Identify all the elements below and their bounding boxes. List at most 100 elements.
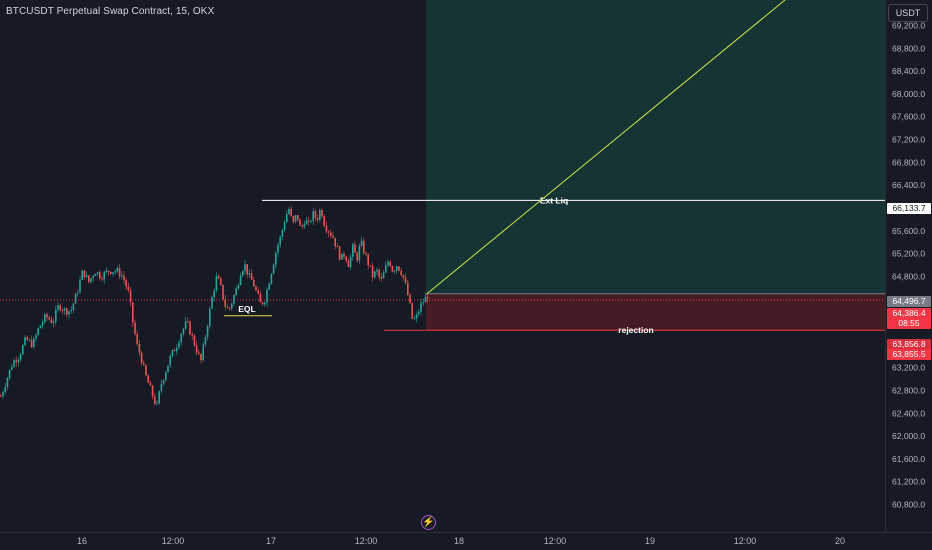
candle-body <box>268 283 270 290</box>
candle-body <box>255 286 257 291</box>
candle-body <box>70 309 72 312</box>
candle-body <box>187 321 189 323</box>
candle-body <box>178 342 180 348</box>
candle-body <box>222 284 224 300</box>
candle-body <box>22 345 24 355</box>
candle-body <box>220 278 222 285</box>
candle-body <box>83 270 86 278</box>
candle-body <box>143 363 145 366</box>
candle-body <box>2 391 4 397</box>
candle-body <box>409 294 411 303</box>
candle-body <box>116 268 119 272</box>
candle-body <box>321 210 323 217</box>
candle-body <box>354 244 356 253</box>
candle-body <box>189 321 191 335</box>
candle-body <box>286 213 288 223</box>
candle-body <box>13 360 15 367</box>
candle-body <box>198 352 200 354</box>
candle-body <box>398 266 400 271</box>
candle-body <box>308 220 310 222</box>
candle-body <box>248 273 251 275</box>
price-axis-label: 62,400.0 <box>892 408 925 418</box>
candle-body <box>41 322 44 326</box>
candle-body <box>11 366 13 370</box>
candle-body <box>325 225 328 232</box>
candle-body <box>184 321 187 329</box>
candle-body <box>118 268 121 277</box>
stop-price-tag-2: 63,855.5 <box>887 349 931 360</box>
candle-body <box>8 369 11 379</box>
candle-body <box>367 254 369 266</box>
chart-title: BTCUSDT Perpetual Swap Contract, 15, OKX <box>6 6 215 17</box>
candle-body <box>57 305 59 310</box>
candle-body <box>358 246 361 261</box>
candle-body <box>112 272 114 275</box>
candle-body <box>15 360 17 363</box>
candle-body <box>228 307 231 309</box>
candle-body <box>244 264 246 272</box>
candle-body <box>140 352 143 364</box>
price-axis-label: 68,000.0 <box>892 89 925 99</box>
candle-body <box>418 311 420 315</box>
candle-body <box>92 275 94 279</box>
candle-body <box>275 252 277 265</box>
candle-body <box>90 278 92 283</box>
candle-body <box>253 279 255 287</box>
time-axis-label: 17 <box>266 536 276 546</box>
candle-body <box>242 271 244 276</box>
candle-body <box>72 303 75 310</box>
candle-body <box>259 293 262 303</box>
candle-body <box>400 270 402 276</box>
eql-label: EQL <box>238 304 255 314</box>
candle-body <box>127 286 130 291</box>
candle-body <box>380 277 383 279</box>
candle-body <box>376 269 378 272</box>
candle-body <box>165 372 167 381</box>
currency-selector[interactable]: USDT <box>888 4 928 22</box>
candle-body <box>363 240 365 254</box>
candle-body <box>39 325 42 329</box>
price-axis-label: 68,400.0 <box>892 66 925 76</box>
candle-body <box>235 288 237 296</box>
candle-body <box>378 269 380 278</box>
candle-body <box>35 334 37 339</box>
candle-body <box>68 311 70 315</box>
time-axis-label: 12:00 <box>544 536 567 546</box>
candle-body <box>52 321 55 323</box>
candle-body <box>48 317 50 320</box>
candle-body <box>327 231 330 233</box>
candle-body <box>94 274 97 276</box>
lightning-icon[interactable]: ⚡ <box>421 515 436 530</box>
candle-body <box>4 386 6 392</box>
candle-body <box>204 337 207 345</box>
candle-body <box>336 246 339 248</box>
price-axis-label: 62,800.0 <box>892 385 925 395</box>
candle-body <box>96 272 99 275</box>
candle-body <box>404 278 407 283</box>
rejection-label: rejection <box>618 325 653 335</box>
candle-body <box>19 354 22 360</box>
price-axis-label: 65,600.0 <box>892 226 925 236</box>
candle-body <box>114 271 116 273</box>
candle-body <box>323 216 325 226</box>
candle-body <box>154 396 156 404</box>
candle-body <box>74 293 77 304</box>
candle-body <box>402 275 405 279</box>
candle-body <box>224 299 226 307</box>
candle-body <box>264 302 266 305</box>
candle-body <box>28 339 31 341</box>
candle-body <box>299 219 301 226</box>
candle-body <box>209 308 211 327</box>
candle-body <box>99 272 101 279</box>
candle-body <box>338 246 341 260</box>
candle-body <box>389 261 391 267</box>
candle-body <box>63 308 66 311</box>
candle-body <box>422 302 424 304</box>
candle-body <box>371 265 374 278</box>
candle-body <box>341 253 343 260</box>
candle-body <box>206 326 209 338</box>
candle-body <box>147 375 149 383</box>
candle-body <box>149 382 152 386</box>
